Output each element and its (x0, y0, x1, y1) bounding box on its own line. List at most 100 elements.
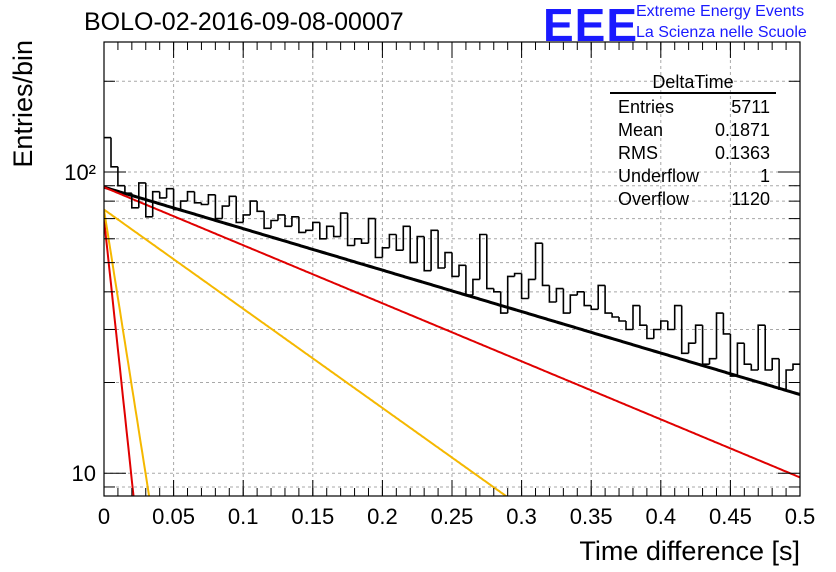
stats-label: Mean (618, 120, 664, 140)
histogram-bin (687, 342, 696, 354)
stats-value: 0.1871 (714, 120, 770, 140)
x-axis-label: Time difference [s] (579, 536, 800, 566)
histogram-bin (291, 216, 299, 227)
histogram-bin (555, 287, 564, 302)
x-tick-label: 0.4 (646, 504, 677, 529)
histogram-bin (200, 202, 209, 206)
histogram-bin (506, 275, 515, 314)
logo-line-2: La Scienza nelle Scuole (636, 24, 807, 41)
stats-row-overflow: Overflow 1120 (610, 188, 776, 211)
histogram-bin (444, 251, 452, 268)
histogram-bin (590, 305, 599, 311)
histogram-bin (632, 304, 640, 330)
x-tick-label: 0.25 (431, 504, 474, 529)
y-tick-label: 10 (72, 461, 96, 486)
histogram-bin (145, 182, 153, 218)
fit-curve (104, 209, 151, 496)
histogram-bin (388, 233, 397, 248)
histogram-bin (312, 221, 320, 231)
histogram-bin (667, 321, 675, 331)
histogram-bin (534, 242, 543, 280)
stats-row-underflow: Underflow 1 (610, 165, 776, 188)
histogram-bin (284, 214, 292, 228)
histogram-bin (346, 213, 355, 247)
histogram-bin (381, 247, 390, 258)
stats-label: RMS (618, 143, 658, 163)
histogram-bin (673, 304, 682, 330)
logo-line-1: Extreme Energy Events (636, 3, 805, 20)
histogram-bin (235, 196, 244, 224)
x-tick-label: 0.15 (291, 504, 334, 529)
histogram-bin (764, 325, 773, 371)
x-tick-label: 0.35 (570, 504, 613, 529)
histogram-bin (715, 312, 724, 359)
histogram-bin (597, 284, 606, 310)
histogram-bin (771, 357, 780, 370)
histogram-bin (660, 320, 668, 330)
histogram-bin (207, 194, 216, 205)
x-tick-label: 0.2 (367, 504, 398, 529)
histogram-bin (604, 285, 613, 314)
histogram-bin (131, 193, 139, 209)
stats-divider (610, 92, 776, 94)
histogram-bin (353, 238, 362, 246)
histogram-bin (124, 185, 132, 194)
histogram-series (104, 136, 800, 390)
histogram-bin (110, 137, 118, 168)
histogram-bin (395, 234, 404, 251)
histogram-bin (228, 195, 237, 207)
histogram-bin (458, 264, 466, 277)
histogram-bin (360, 238, 369, 244)
x-tick-label: 0.45 (709, 504, 752, 529)
histogram-bin (242, 214, 251, 223)
histogram-bin (792, 363, 800, 370)
histogram-bin (319, 222, 327, 240)
histogram-bin (548, 285, 557, 303)
stats-row-mean: Mean 0.1871 (610, 119, 776, 142)
stats-value: 5711 (731, 97, 770, 117)
histogram-bin (305, 229, 313, 233)
histogram-bin (339, 212, 348, 237)
histogram-bin (729, 333, 738, 377)
histogram-bin (465, 265, 473, 296)
histogram-bin (374, 218, 383, 259)
histogram-bin (520, 273, 529, 300)
histogram-bin (680, 305, 689, 355)
histogram-bin (513, 272, 522, 277)
histogram-bin (527, 278, 536, 299)
histogram-bin (402, 225, 411, 251)
histogram-bin (151, 190, 160, 217)
histogram-bin (583, 291, 592, 307)
stats-value: 1 (759, 166, 770, 186)
stats-box: DeltaTime Entries 5711 Mean 0.1871 RMS 0… (610, 72, 776, 211)
eee-logo: EEE (543, 0, 639, 51)
x-tick-label: 0.1 (228, 504, 259, 529)
histogram-bin (430, 229, 439, 271)
histogram-bin (416, 235, 425, 263)
fit-curve (104, 218, 135, 496)
histogram-bin (270, 219, 278, 229)
stats-value: 0.1363 (714, 143, 770, 163)
histogram-bin (562, 288, 571, 314)
x-tick-label: 0.05 (152, 504, 195, 529)
histogram-bin (541, 243, 550, 287)
histogram-bin (158, 191, 167, 199)
histogram-bin (409, 226, 418, 264)
histogram-bin (332, 226, 341, 238)
stats-row-rms: RMS 0.1363 (610, 142, 776, 165)
histogram-bin (653, 328, 661, 339)
histogram-bin (611, 313, 619, 318)
histogram-bin (256, 201, 265, 213)
fit-curve (104, 208, 508, 496)
x-tick-label: 0 (98, 504, 110, 529)
histogram-bin (437, 230, 445, 269)
chart-title: BOLO-02-2016-09-08-00007 (84, 8, 404, 36)
histogram-bin (639, 305, 647, 326)
histogram-bin (757, 324, 766, 370)
histogram-bin (778, 358, 787, 390)
histogram-bin (179, 200, 188, 210)
histogram-bin (785, 369, 793, 390)
histogram-bin (722, 313, 731, 335)
x-tick-label: 0.5 (785, 504, 816, 529)
histogram-bin (117, 166, 125, 187)
